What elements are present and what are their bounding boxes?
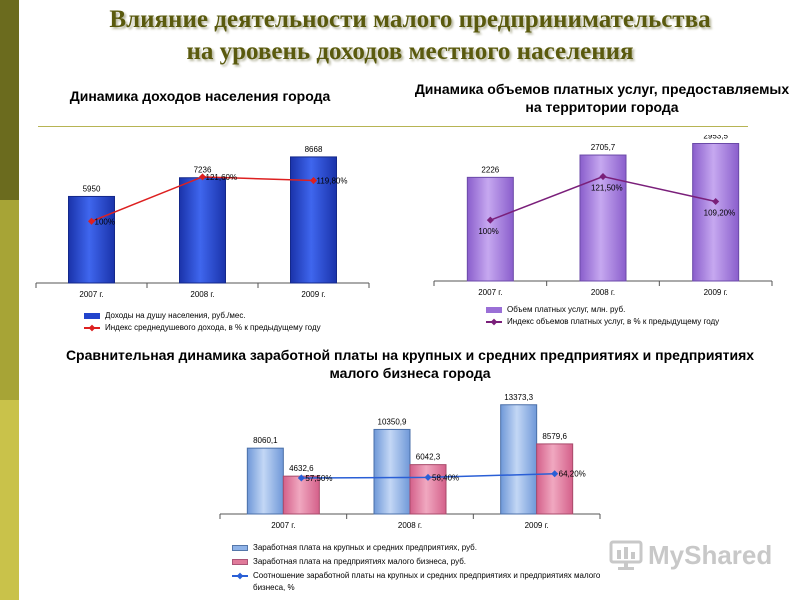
chart1-legend-item-bars: Доходы на душу населения, руб./мес. (84, 310, 321, 322)
bar (409, 464, 447, 515)
chart3-legend: Заработная плата на крупных и средних пр… (232, 542, 612, 594)
x-tick-label: 2007 г. (478, 288, 502, 297)
line-value-label: 121,50% (591, 184, 623, 193)
bar (692, 142, 740, 282)
bar-value-label: 6042,3 (416, 453, 441, 462)
chart3-title: Сравнительная динамика заработной платы … (65, 347, 755, 381)
legend-label: Заработная плата на крупных и средних пр… (253, 543, 477, 552)
bar (246, 447, 284, 515)
chart3-legend-item-small: Заработная плата на предприятиях малого … (232, 556, 612, 568)
legend-swatch (232, 545, 248, 551)
legend-line-marker (84, 325, 100, 331)
bar-value-label: 13373,3 (504, 393, 533, 402)
sidebar-stripe-mid (0, 200, 19, 400)
bar-value-label: 2705,7 (591, 143, 616, 152)
chart1-legend: Доходы на душу населения, руб./мес. Инде… (84, 310, 321, 334)
x-tick-label: 2007 г. (79, 290, 103, 299)
chart3-legend-item-ratio: Соотношение заработной платы на крупных … (232, 570, 612, 594)
legend-label: Объем платных услуг, млн. руб. (507, 305, 626, 314)
x-tick-label: 2008 г. (591, 288, 615, 297)
logo-text: MyShared (648, 539, 773, 570)
line-value-label: 109,20% (704, 208, 736, 217)
bar-value-label: 2953,5 (703, 135, 728, 140)
x-tick-label: 2007 г. (271, 521, 295, 530)
chart1-legend-item-line: Индекс среднедушевого дохода, в % к пред… (84, 322, 321, 334)
bar-value-label: 7236 (194, 166, 212, 175)
legend-swatch (232, 559, 248, 565)
page-title-line-1: Влияние деятельности малого предпринимат… (109, 6, 711, 33)
divider-rule (38, 126, 748, 127)
x-tick-label: 2009 г. (301, 290, 325, 299)
line-point (424, 473, 432, 481)
x-tick-label: 2009 г. (525, 521, 549, 530)
chart3-legend-item-large: Заработная плата на крупных и средних пр… (232, 542, 612, 554)
chart2-legend-item-bars: Объем платных услуг, млн. руб. (486, 304, 719, 316)
myshared-logo: MyShared (608, 537, 772, 573)
sidebar-stripe-dark (0, 0, 19, 200)
bar (373, 428, 411, 515)
sidebar-accent (0, 0, 19, 600)
x-tick-label: 2008 г. (398, 521, 422, 530)
sidebar-stripe-light (0, 400, 19, 600)
line-value-label: 121,60% (206, 173, 238, 182)
line-value-label: 100% (95, 217, 115, 226)
line-value-label: 100% (478, 227, 498, 236)
bar (68, 195, 115, 284)
line-value-label: 119,80% (317, 177, 348, 186)
chart1-title: Динамика доходов населения города (69, 88, 331, 104)
chart1-plot: 2007 г. 2008 г. 2009 г. 5950 7236 8668 100% 121… (35, 145, 370, 299)
legend-swatch (486, 307, 502, 313)
x-tick-label: 2008 г. (190, 290, 214, 299)
bar (500, 404, 538, 515)
legend-label: Индекс объемов платных услуг, в % к пред… (507, 317, 720, 326)
chart2-legend: Объем платных услуг, млн. руб. Индекс об… (486, 304, 719, 328)
chart2-title: Динамика объемов платных услуг, предоста… (414, 81, 790, 115)
line-value-label: 64,20% (559, 470, 586, 479)
line-point (309, 177, 318, 185)
line-point (297, 474, 305, 482)
bar-value-label: 8060,1 (253, 436, 278, 445)
legend-label: Доходы на душу населения, руб./мес. (105, 311, 246, 320)
page-title: Влияние деятельности малого предпринимат… (20, 4, 800, 68)
page-title-line-2: на уровень доходов местного населения (186, 38, 634, 65)
line-value-label: 57,50% (305, 474, 332, 483)
line-point (198, 173, 207, 181)
x-tick-label: 2009 г. (704, 288, 728, 297)
line-value-label: 58,40% (432, 473, 459, 482)
bar-value-label: 4632,6 (289, 464, 314, 473)
chart2-plot: 2007 г. 2008 г. 2009 г. 2226 2705,7 2953,5 100… (433, 135, 773, 297)
bar-value-label: 8668 (305, 145, 323, 154)
legend-label: Индекс среднедушевого дохода, в % к пред… (105, 323, 321, 332)
bar (466, 176, 514, 282)
logo-icon (609, 540, 643, 570)
chart3-plot: 2007 г. 2008 г. 2009 г. 8060,1 10350,9 13373,… (219, 393, 601, 530)
legend-swatch (84, 313, 100, 319)
bar-value-label: 10350,9 (378, 417, 407, 426)
chart2-legend-item-line: Индекс объемов платных услуг, в % к пред… (486, 316, 719, 328)
legend-line-marker (232, 573, 248, 579)
legend-label: Заработная плата на предприятиях малого … (253, 557, 467, 566)
bar-value-label: 5950 (83, 184, 101, 193)
line-point (599, 172, 607, 181)
bar (179, 177, 226, 284)
legend-label: Соотношение заработной платы на крупных … (253, 571, 601, 592)
bar (282, 475, 320, 515)
bar-value-label: 2226 (481, 165, 499, 174)
bar (536, 443, 574, 515)
legend-line-marker (486, 319, 502, 325)
bar-value-label: 8579,6 (542, 432, 567, 441)
